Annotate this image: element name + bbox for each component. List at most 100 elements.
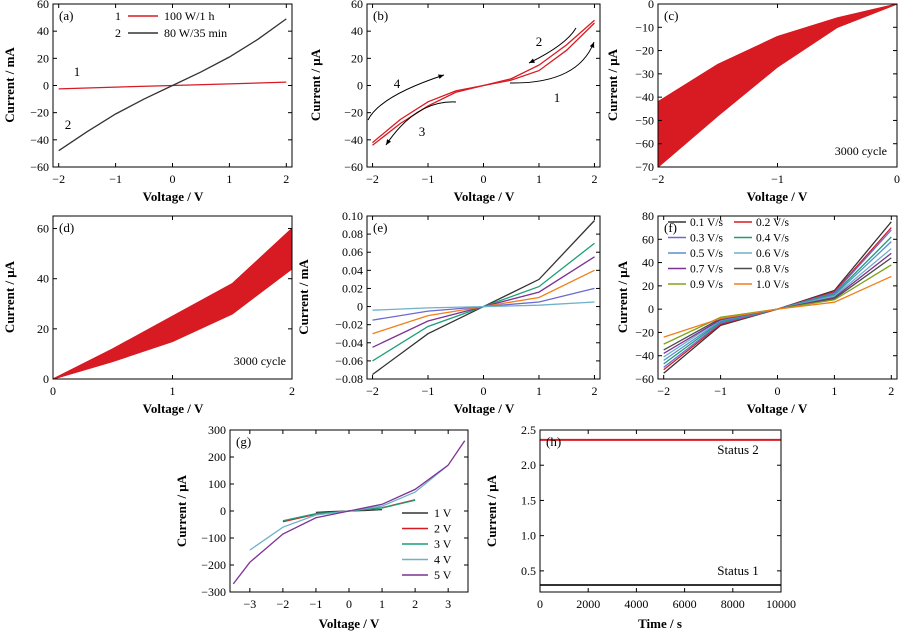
panel-b-xtick-label: −1 — [422, 172, 435, 186]
panel-f-xtick-label: −1 — [714, 384, 727, 398]
panel-a-ytick-label: 0 — [43, 79, 49, 93]
panel-b-arrow-1-head — [589, 42, 595, 48]
panel-b-step-label: 1 — [554, 90, 561, 105]
panel-e-ytick-label: −0.06 — [335, 354, 363, 368]
panel-c-ytick-label: −70 — [635, 160, 654, 174]
panel-g-xtick-label: 3 — [445, 597, 451, 611]
panel-a-curve-label: 1 — [74, 64, 81, 79]
panel-a-xlabel: Voltage / V — [143, 189, 204, 204]
panel-c-tag: (c) — [664, 8, 678, 23]
panel-a-legend-num: 2 — [115, 26, 121, 40]
panel-b-tag: (b) — [373, 8, 388, 23]
panel-c-ytick-label: −50 — [635, 113, 654, 127]
panel-e-series-2 — [372, 256, 595, 348]
panel-h-status-label: Status 1 — [717, 563, 759, 578]
panel-f-legend-label: 0.6 V/s — [756, 248, 790, 260]
panel-g-xlabel: Voltage / V — [319, 616, 380, 631]
panel-h-ytick-label: 2.5 — [521, 423, 536, 437]
panel-d-series-1 — [53, 228, 292, 379]
panel-d-cycle-note: 3000 cycle — [234, 354, 286, 368]
panel-b-step-label: 2 — [536, 34, 543, 49]
panel-f-legend-label: 0.9 V/s — [690, 279, 724, 291]
panel-g-ytick-label: −300 — [201, 585, 226, 599]
panel-b-arrow-2-head — [529, 58, 535, 63]
panel-e-ytick-label: 0.06 — [342, 245, 363, 259]
panel-f-xlabel: Voltage / V — [747, 401, 808, 416]
panel-c-cycle-band — [658, 4, 897, 167]
panel-h-ytick-label: 2.0 — [521, 458, 536, 472]
panel-a-ytick-label: −60 — [30, 160, 49, 174]
panel-f-series-9 — [663, 275, 892, 338]
panel-e-series-0 — [372, 220, 595, 376]
panel-e-ytick-label: 0.08 — [342, 227, 363, 241]
panel-f-ytick-label: 80 — [642, 209, 654, 223]
panel-g-ytick-label: 300 — [208, 423, 226, 437]
panel-d-ytick-label: 60 — [37, 222, 49, 236]
panel-a-xtick-label: 0 — [170, 172, 176, 186]
panel-h-tag: (h) — [546, 434, 561, 449]
panel-f-legend-label: 0.2 V/s — [756, 217, 790, 229]
panel-c-ylabel: Current / μA — [605, 48, 620, 121]
panel-b-step-label: 4 — [394, 76, 401, 91]
panel-b-ylabel: Current / μA — [308, 48, 323, 121]
panel-b-arrow-4-head — [438, 74, 444, 79]
panel-c-series-1 — [658, 4, 897, 167]
panel-g-series-4 — [232, 440, 466, 585]
panel-b-ytick-label: −40 — [344, 133, 363, 147]
panel-g-legend-label: 2 V — [434, 522, 452, 536]
panel-c-xtick-label: −1 — [771, 172, 784, 186]
panel-h-status-label: Status 2 — [717, 442, 759, 457]
panel-c-ytick-label: −60 — [635, 137, 654, 151]
panel-g-legend-label: 1 V — [434, 506, 452, 520]
panel-b-ytick-label: 0 — [357, 79, 363, 93]
panel-f-legend-label: 1.0 V/s — [756, 279, 790, 291]
panel-e-xtick-label: 0 — [481, 384, 487, 398]
panel-g-xtick-label: 0 — [346, 597, 352, 611]
panel-d-plot — [53, 227, 292, 379]
panel-e-ytick-label: 0.10 — [342, 209, 363, 223]
panel-e-xtick-label: 1 — [536, 384, 542, 398]
panel-d-xtick-label: 2 — [289, 384, 295, 398]
panel-e-xtick-label: −2 — [366, 384, 379, 398]
panel-f-tag: (f) — [664, 220, 677, 235]
panel-a-ytick-label: 60 — [37, 0, 49, 11]
panel-e-plot — [372, 220, 595, 376]
panel-g-ytick-label: 200 — [208, 450, 226, 464]
panel-e-ytick-label: −0.04 — [335, 336, 363, 350]
panel-b-ytick-label: −60 — [344, 160, 363, 174]
panel-b-xtick-label: −2 — [366, 172, 379, 186]
panel-g-ylabel: Current / μA — [174, 474, 189, 547]
panel-c-ytick-label: 0 — [648, 0, 654, 11]
panel-d-ytick-label: 0 — [43, 372, 49, 386]
panel-f-legend-label: 0.5 V/s — [690, 248, 724, 260]
panel-a-plot — [58, 18, 287, 152]
panel-e-axes-frame — [366, 215, 601, 380]
panel-f-ytick-label: −20 — [635, 325, 654, 339]
panel-c-ytick-label: −10 — [635, 20, 654, 34]
panel-f-xtick-label: 0 — [775, 384, 781, 398]
panel-f-legend-label: 0.1 V/s — [690, 217, 724, 229]
panel-a-xtick-label: 2 — [283, 172, 289, 186]
panel-d-ytick-label: 20 — [37, 322, 49, 336]
panel-f-xtick-label: 2 — [888, 384, 894, 398]
panel-b-series-1 — [372, 22, 595, 144]
panel-g-xtick-label: −2 — [276, 597, 289, 611]
panel-b-ytick-label: 60 — [351, 0, 363, 11]
panel-c-xtick-label: 0 — [894, 172, 900, 186]
panel-a-legend-label: 100 W/1 h — [164, 9, 214, 23]
panel-d-xtick-label: 0 — [50, 384, 56, 398]
panel-b-xtick-label: 0 — [481, 172, 487, 186]
panel-f-plot — [663, 221, 892, 374]
panel-f-series-0 — [663, 221, 892, 374]
panel-f-legend-label: 0.8 V/s — [756, 264, 790, 276]
panel-g-ytick-label: 0 — [220, 504, 226, 518]
panel-e-ytick-label: −0.02 — [335, 318, 363, 332]
panel-b-arrow-3 — [385, 101, 457, 146]
panel-c-ytick-label: −20 — [635, 44, 654, 58]
panel-d-ytick-label: 40 — [37, 272, 49, 286]
panel-b-series-0 — [372, 19, 595, 146]
panel-g-ytick-label: −200 — [201, 558, 226, 572]
panel-g-ytick-label: 100 — [208, 477, 226, 491]
panel-g-legend-label: 5 V — [434, 568, 452, 582]
